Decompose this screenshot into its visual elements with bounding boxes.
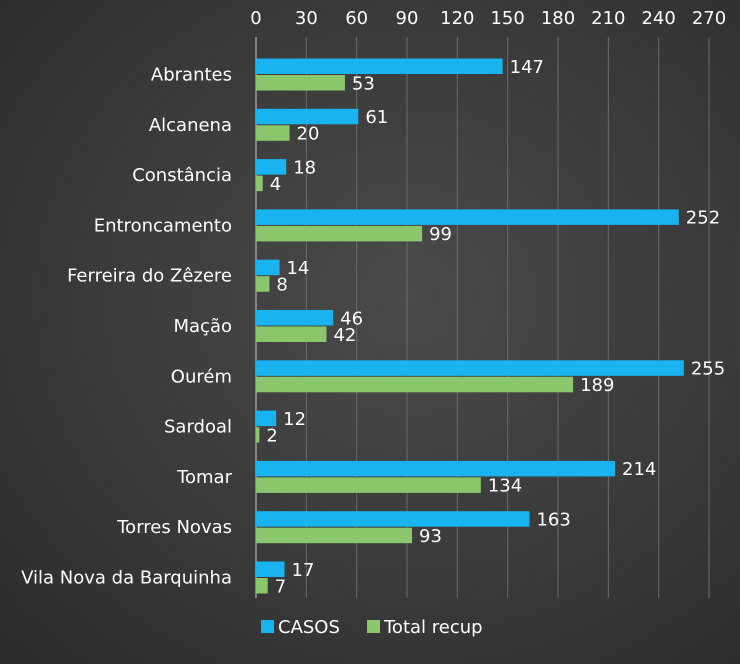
x-tick-label: 270	[692, 8, 726, 29]
bar-casos	[256, 460, 616, 477]
data-label: 4	[270, 174, 281, 195]
bar-total-recup	[256, 578, 268, 594]
bar-total-recup	[256, 75, 345, 91]
bar-total-recup	[256, 477, 481, 493]
category-label: Entroncamento	[94, 215, 232, 236]
category-label: Torres Novas	[116, 517, 232, 538]
bar-casos	[256, 108, 359, 125]
x-tick-label: 150	[490, 8, 524, 29]
legend-label: Total recup	[383, 617, 483, 638]
x-axis-ticks: 0 30 60 90 120 150 180 210 240 270	[250, 8, 726, 29]
bar-casos	[256, 310, 334, 326]
category-labels: Abrantes Alcanena Constância Entroncamento F…	[21, 65, 232, 589]
data-label: 61	[365, 107, 388, 128]
data-label: 46	[340, 308, 363, 329]
bar-casos	[256, 159, 287, 175]
legend-swatch	[261, 620, 274, 633]
x-tick-label: 240	[641, 8, 675, 29]
data-label: 53	[352, 73, 375, 94]
bar-total-recup	[256, 427, 260, 443]
category-label: Vila Nova da Barquinha	[21, 568, 232, 589]
data-label: 12	[283, 409, 306, 430]
category-label: Abrantes	[151, 65, 232, 86]
bar-total-recup	[256, 326, 327, 342]
data-label: 214	[622, 459, 656, 480]
data-label: 7	[275, 576, 286, 597]
category-label: Tomar	[176, 467, 233, 488]
bar-casos	[256, 511, 530, 527]
data-label: 42	[333, 325, 356, 346]
bar-casos	[256, 561, 285, 577]
data-label: 8	[276, 274, 287, 295]
data-label: 93	[419, 526, 442, 547]
bar-casos	[256, 209, 679, 225]
data-label: 147	[510, 57, 544, 78]
bar-casos	[256, 259, 280, 276]
data-label: 14	[286, 258, 309, 279]
x-tick-label: 90	[396, 8, 419, 29]
category-label: Mação	[174, 316, 233, 337]
x-tick-label: 30	[295, 8, 318, 29]
category-label: Constância	[132, 165, 232, 186]
category-label: Ferreira do Zêzere	[67, 266, 232, 287]
data-label: 2	[266, 425, 277, 446]
bar-casos	[256, 58, 503, 74]
data-label: 17	[292, 560, 315, 581]
data-label: 134	[488, 476, 522, 497]
x-tick-label: 210	[591, 8, 625, 29]
legend-swatch	[367, 620, 380, 633]
legend: CASOS Total recup	[261, 617, 483, 638]
gridlines	[305, 37, 710, 598]
data-label: 18	[293, 157, 316, 178]
category-label: Alcanena	[149, 115, 232, 136]
category-label: Sardoal	[164, 417, 232, 438]
legend-label: CASOS	[278, 617, 340, 638]
data-label: 252	[686, 208, 720, 229]
data-label: 189	[580, 375, 614, 396]
bar-casos	[256, 410, 277, 427]
bar-casos	[256, 360, 684, 376]
bar-total-recup	[256, 376, 574, 393]
category-label: Ourém	[171, 366, 232, 387]
x-tick-label: 120	[440, 8, 474, 29]
bar-total-recup	[256, 125, 290, 141]
bar-total-recup	[256, 225, 423, 242]
x-tick-label: 180	[541, 8, 575, 29]
bar-total-recup	[256, 527, 413, 544]
x-tick-label: 0	[250, 8, 261, 29]
bar-total-recup	[256, 276, 270, 292]
data-label: 20	[297, 124, 320, 145]
bar-total-recup	[256, 175, 263, 192]
data-label: 99	[429, 224, 452, 245]
data-label: 255	[691, 359, 725, 380]
x-tick-label: 60	[345, 8, 368, 29]
data-label: 163	[536, 509, 570, 530]
